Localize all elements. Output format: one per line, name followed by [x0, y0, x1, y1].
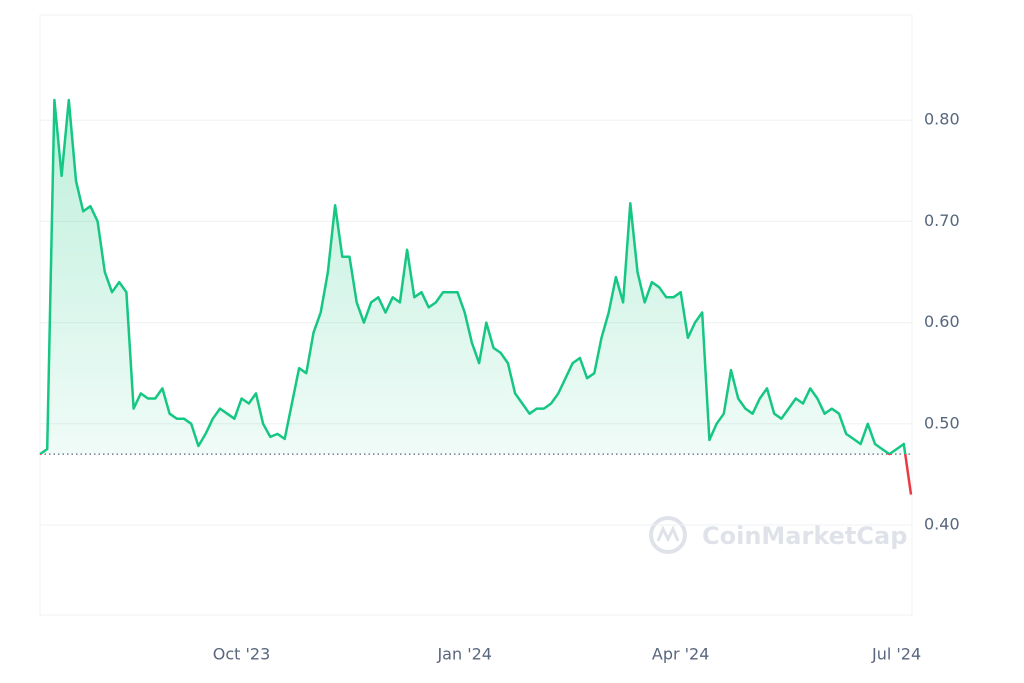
x-tick-label: Oct '23	[213, 645, 271, 664]
price-line	[39, 98, 913, 495]
watermark: CoinMarketCap	[649, 516, 907, 554]
x-tick-label: Jul '24	[871, 645, 921, 664]
watermark-text: CoinMarketCap	[702, 522, 907, 550]
area	[40, 100, 911, 455]
y-tick-label: 0.40	[924, 514, 960, 533]
x-tick-label: Apr '24	[652, 645, 710, 664]
x-tick-label: Jan '24	[436, 645, 492, 664]
plot-frame	[39, 14, 913, 616]
y-tick-label: 0.80	[924, 110, 960, 129]
y-tick-label: 0.70	[924, 211, 960, 230]
y-tick-label: 0.60	[924, 312, 960, 331]
y-tick-label: 0.50	[924, 413, 960, 432]
